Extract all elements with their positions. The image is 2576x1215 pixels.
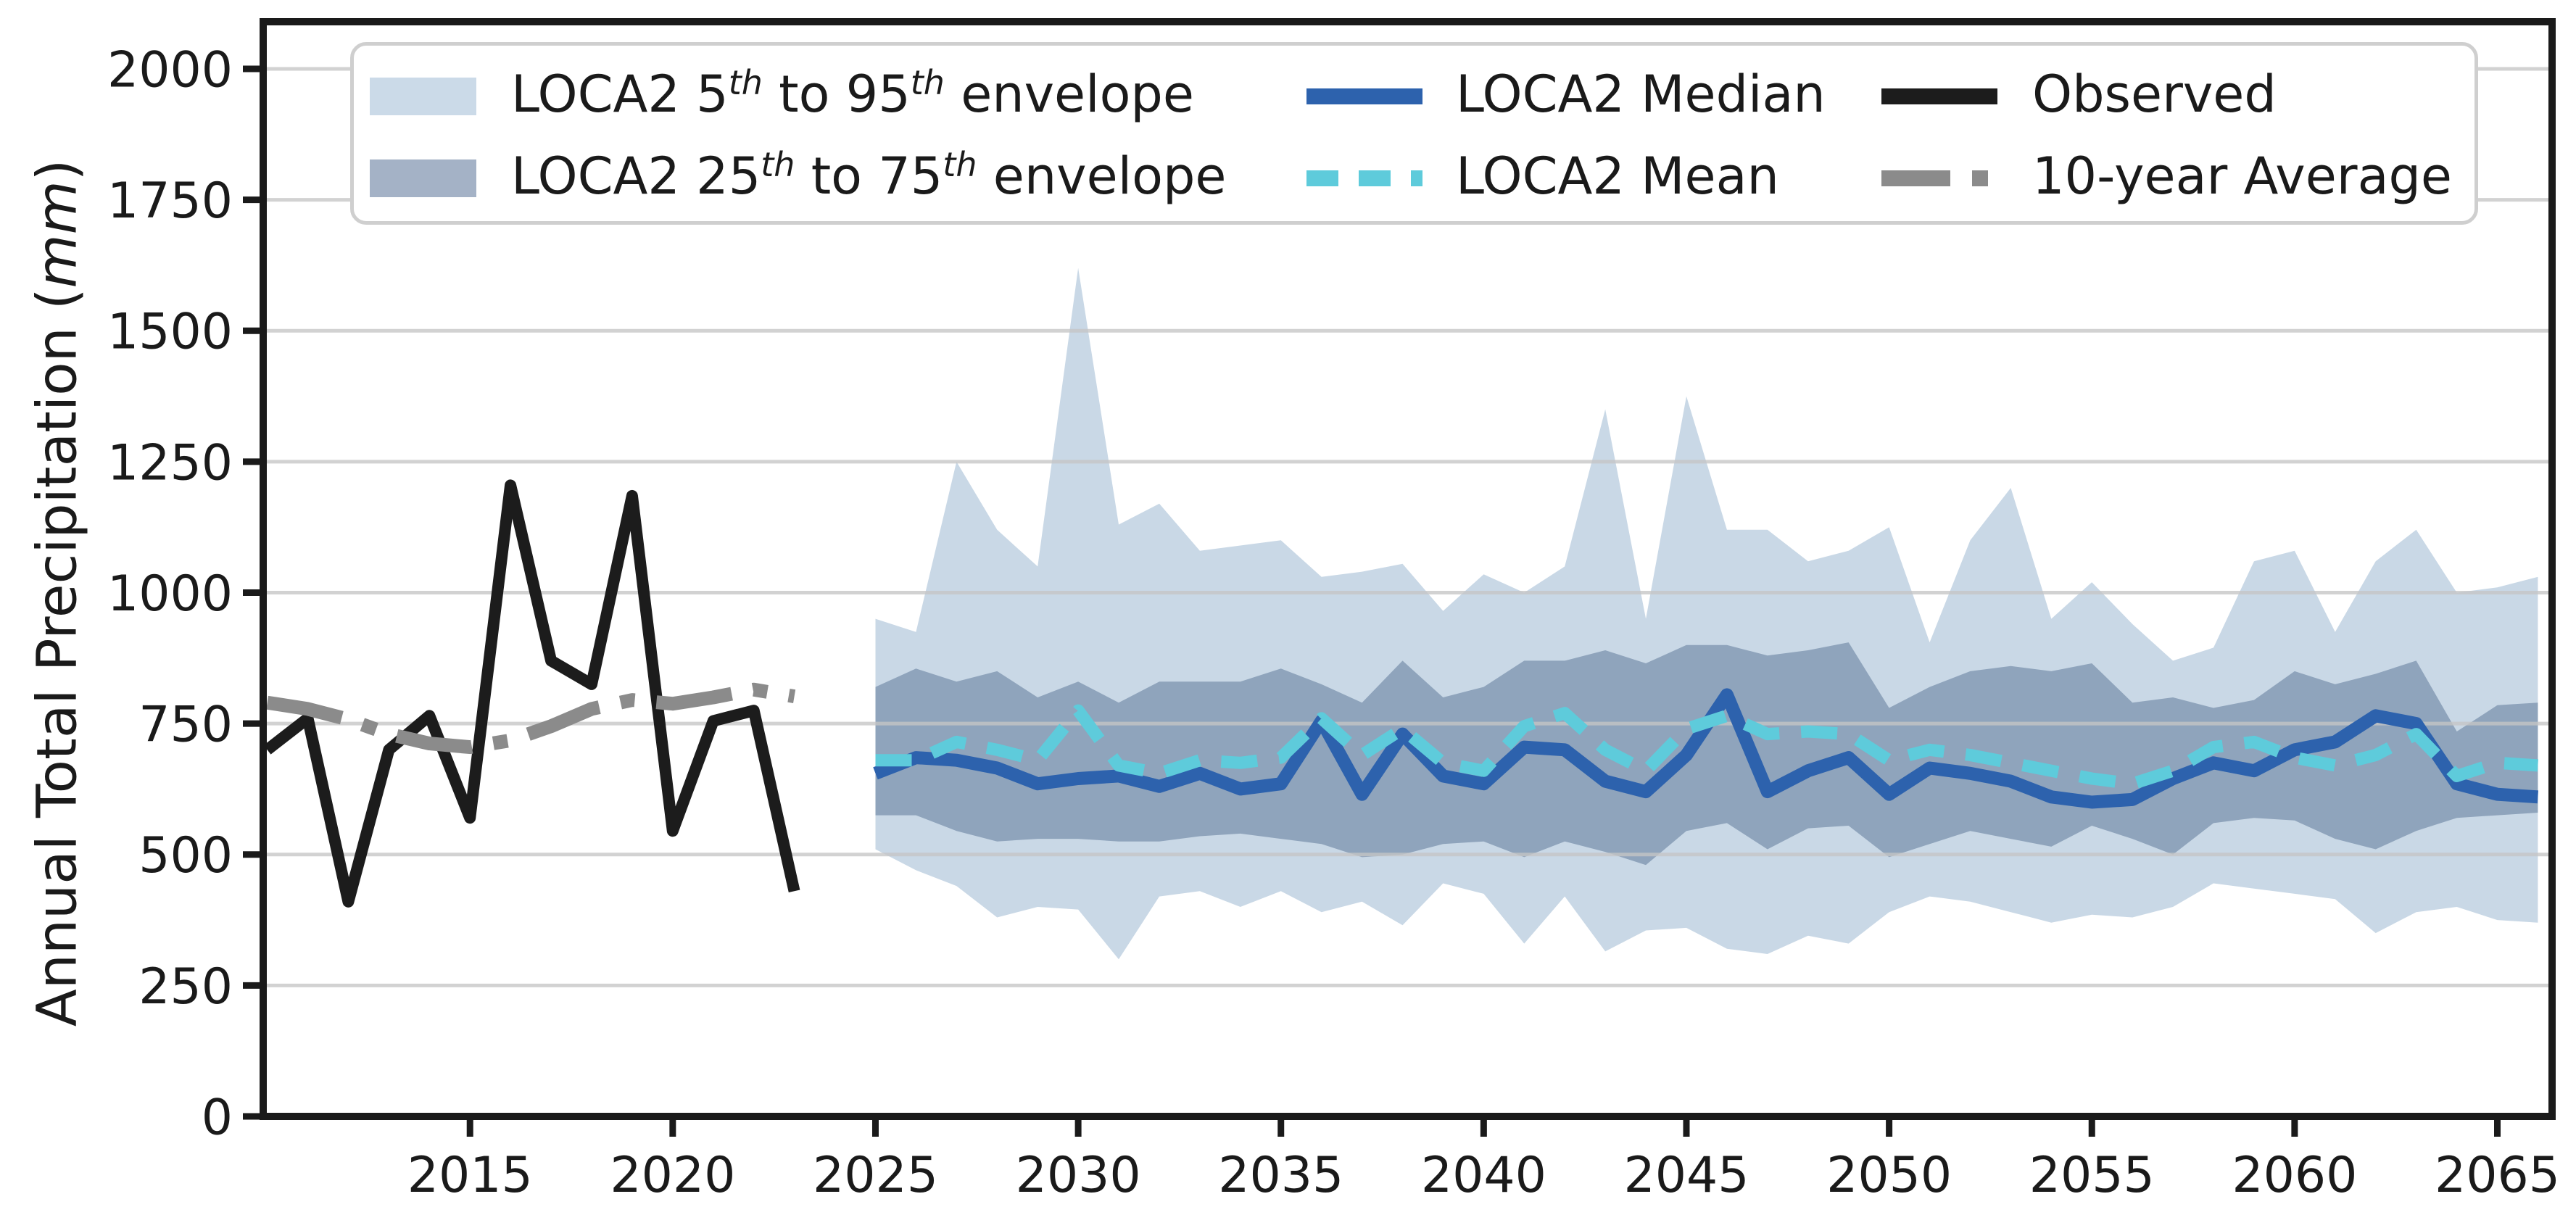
x-tick-label-2020: 2020 — [610, 1147, 735, 1204]
legend-label-observed: Observed — [2032, 65, 2277, 125]
y-tick-label-750: 750 — [138, 697, 233, 754]
legend-line-sample-observed — [1881, 87, 1997, 109]
y-axis-label-units: mm — [24, 181, 89, 289]
legend-swatch-loca2-5th-to-95th-envelope — [370, 78, 476, 115]
y-axis-label-pre: Annual Total Precipitation ( — [24, 288, 89, 1027]
legend: LOCA2 5th to 95th envelope LOCA2 25th to … — [350, 42, 2478, 225]
x-tick-label-2065: 2065 — [2435, 1147, 2560, 1204]
y-tick-label-2000: 2000 — [107, 42, 233, 99]
y-tick-label-250: 250 — [138, 958, 233, 1016]
y-tick-label-1000: 1000 — [107, 565, 233, 623]
legend-label-loca2-median: LOCA2 Median — [1456, 65, 1826, 125]
x-tick-label-2035: 2035 — [1218, 1147, 1343, 1204]
x-tick-label-2015: 2015 — [407, 1147, 533, 1204]
legend-swatch-loca2-25th-to-75th-envelope — [370, 159, 476, 197]
series-observed — [263, 479, 800, 908]
series-10-year-average — [266, 682, 796, 755]
legend-label-loca2-mean: LOCA2 Mean — [1456, 146, 1779, 207]
x-tick-label-2025: 2025 — [813, 1147, 938, 1204]
y-tick-label-0: 0 — [202, 1089, 233, 1146]
legend-label-loca2-5th-to-95th-envelope: LOCA2 5th to 95th envelope — [511, 62, 1194, 125]
legend-line-sample-loca2-mean — [1306, 169, 1422, 191]
x-tick-label-2030: 2030 — [1016, 1147, 1141, 1204]
y-tick-label-500: 500 — [138, 827, 233, 884]
x-tick-label-2040: 2040 — [1421, 1147, 1546, 1204]
x-tick-label-2055: 2055 — [2029, 1147, 2155, 1204]
y-tick-label-1250: 1250 — [107, 434, 233, 492]
legend-line-sample-loca2-median — [1306, 87, 1422, 109]
envelope-band-5-95 — [875, 642, 2538, 866]
x-tick-label-2045: 2045 — [1623, 1147, 1749, 1204]
series-loca2-mean — [875, 704, 2538, 790]
x-tick-label-2050: 2050 — [1826, 1147, 1952, 1204]
y-tick-label-1500: 1500 — [107, 304, 233, 361]
x-tick-label-2060: 2060 — [2232, 1147, 2357, 1204]
y-axis-label-post: ) — [24, 159, 89, 181]
y-tick-label-1750: 1750 — [107, 173, 233, 230]
plot-frame — [260, 18, 2556, 1120]
legend-label-loca2-25th-to-75th-envelope: LOCA2 25th to 75th envelope — [511, 144, 1227, 207]
legend-label-10-year-average: 10-year Average — [2032, 146, 2452, 207]
legend-line-sample-10-year-average — [1881, 169, 1997, 191]
y-axis-label: Annual Total Precipitation (mm) — [25, 159, 89, 1027]
